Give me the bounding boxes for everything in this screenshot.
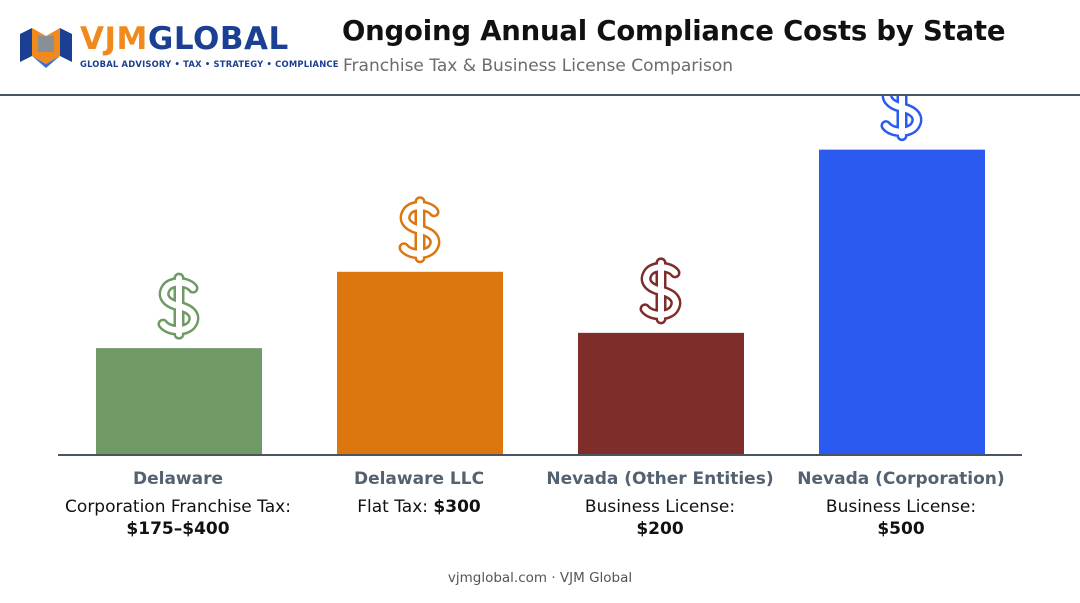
annotation-prefix: Business License: [825,497,977,517]
bar-1 [337,271,503,455]
category-labels: Delaware Corporation Franchise Tax: $175… [0,466,1080,556]
bar-chart [58,96,1022,456]
category-label: Delaware LLC [353,469,485,489]
category-annotation: Flat Tax: $300 [289,496,549,518]
annotation-prefix: Flat Tax: [357,497,434,517]
category-column-0: Delaware Corporation Franchise Tax: $175… [48,466,308,540]
header: VJMGLOBAL GLOBAL ADVISORY • TAX • STRATE… [0,0,1080,96]
dollar-icon [157,272,200,340]
category-label: Nevada (Other Entities) [546,469,774,489]
category-annotation: Corporation Franchise Tax: $175–$400 [48,496,308,540]
category-annotation: Business License: $200 [530,496,790,540]
header-divider [0,94,1080,96]
annotation-prefix: Business License: [584,497,736,517]
logo-tagline: GLOBAL ADVISORY • TAX • STRATEGY • COMPL… [80,59,339,69]
dollar-icon [639,257,682,325]
logo-mark-icon [20,28,72,68]
category-label: Delaware [132,469,224,489]
annotation-value: $500 [877,519,925,539]
category-column-1: Delaware LLC Flat Tax: $300 [289,466,549,518]
category-column-3: Nevada (Corporation) Business License: $5… [771,466,1031,540]
logo-wordmark: VJMGLOBAL [80,20,289,58]
category-column-2: Nevada (Other Entities) Business License… [530,466,790,540]
bar-0 [96,348,262,455]
logo-word-global: GLOBAL [147,21,289,57]
annotation-value: $175–$400 [126,519,230,539]
logo-word-vjm: VJM [80,21,148,57]
dollar-icon [398,196,441,264]
annotation-prefix: Corporation Franchise Tax: [65,497,291,517]
page-title: Ongoing Annual Compliance Costs by State [342,15,1006,47]
bar-3 [819,149,985,455]
annotation-value: $200 [636,519,684,539]
vjm-global-logo: VJMGLOBAL GLOBAL ADVISORY • TAX • STRATE… [18,20,339,74]
bar-2 [578,332,744,455]
footer-credit: vjmglobal.com · VJM Global [447,570,633,586]
dollar-icon [880,96,923,142]
page-subtitle: Franchise Tax & Business License Compari… [343,56,734,76]
annotation-value: $300 [433,497,481,517]
category-annotation: Business License: $500 [771,496,1031,540]
category-label: Nevada (Corporation) [797,469,1005,489]
